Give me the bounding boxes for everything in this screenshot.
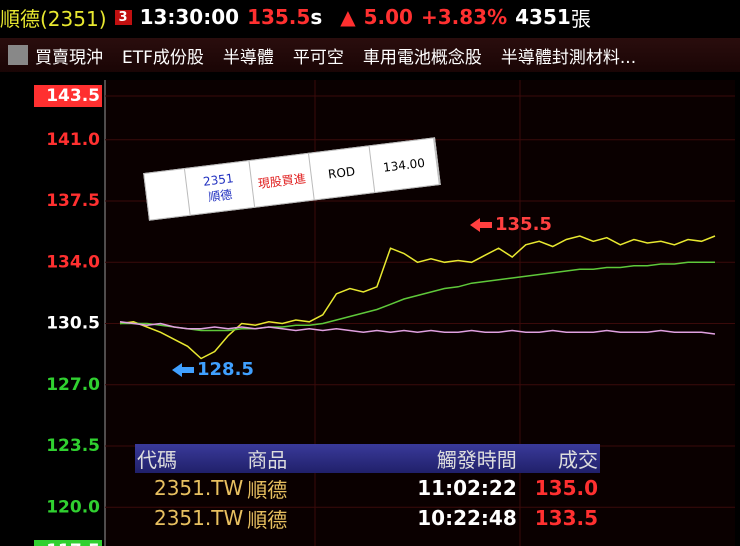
annotation: 128.5 [197,359,254,380]
y-tick-label: 123.5 [46,436,100,456]
y-tick-label: 117.5 [46,541,100,546]
price-line [119,321,716,335]
price: 135.5 [247,5,311,29]
tick-bg [34,85,102,107]
flag: s [310,5,323,29]
column-header: 成交 [558,448,599,472]
cell: 135.0 [534,476,599,500]
tab-bar: 買賣現沖 ETF成份股 半導體 平可空 車用電池概念股 半導體封測材料... [0,38,740,72]
cell: 2351.TW [153,476,244,500]
price-line [119,235,716,360]
alert-table: 代碼 商品 觸發時間 成交 2351.TW 順德 11:02:22 135.0 2351.TW 順… [135,444,600,533]
quote-bar: 順德(2351) 3 13:30:00 135.5 s ▲ 5.00 +3.83% … [0,0,740,34]
cell: 10:22:48 [417,506,517,530]
annotation: 135.5 [495,214,552,235]
y-tick-label: 143.5 [46,86,100,106]
cell: 順德 [247,477,288,502]
tab[interactable]: 車用電池概念股 [362,47,482,68]
condition: ROD [309,146,375,200]
cell: 133.5 [534,506,599,530]
volume: 4351 [515,5,571,29]
column-header: 代碼 [137,448,177,472]
annotation-arrow [470,218,492,232]
y-tick-label: 137.5 [46,191,100,211]
alert-row[interactable]: 2351.TW 順德 11:02:22 135.0 [135,473,600,503]
column-header: 商品 [247,448,288,472]
unit: 張 [570,6,591,31]
menu-toggle[interactable] [8,45,28,65]
change: 5.00 [363,5,413,29]
name: 順德 [207,186,233,204]
tab[interactable]: 買賣現沖 [35,47,103,68]
order-price: 134.00 [369,138,440,192]
tick-bg [34,540,102,546]
y-tick-label: 134.0 [46,252,100,272]
alert-row[interactable]: 2351.TW 順德 10:22:48 133.5 [135,503,600,533]
price-line [120,261,715,332]
cell: 11:02:22 [417,476,517,500]
tab[interactable]: 半導體 [222,47,274,68]
y-tick-label: 141.0 [46,130,100,150]
y-tick-label: 120.0 [46,497,100,517]
column-header: 觸發時間 [436,448,517,472]
cell [144,169,191,220]
tab[interactable]: 半導體封測材料... [500,47,637,68]
tab[interactable]: ETF成份股 [122,47,204,68]
cell: 順德 [247,507,288,532]
badge: 3 [114,9,132,25]
tab[interactable]: 平可空 [292,47,344,68]
stock-name: 順德(2351) [0,6,107,31]
annotation-arrow [172,363,194,377]
cell: 2351.TW [153,506,244,530]
time: 13:30:00 [139,5,240,29]
y-tick-label: 127.0 [46,375,100,395]
action: 現股買進 [249,153,315,207]
cell: 2351 順德 [184,161,256,215]
table-header: 代碼 商品 觸發時間 成交 [135,444,600,473]
y-tick-label: 130.5 [46,314,100,334]
up-arrow: ▲ [340,5,356,29]
percent: +3.83% [420,5,508,29]
